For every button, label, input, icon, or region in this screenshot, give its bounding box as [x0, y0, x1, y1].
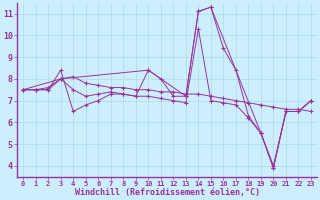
X-axis label: Windchill (Refroidissement éolien,°C): Windchill (Refroidissement éolien,°C) [75, 188, 260, 197]
